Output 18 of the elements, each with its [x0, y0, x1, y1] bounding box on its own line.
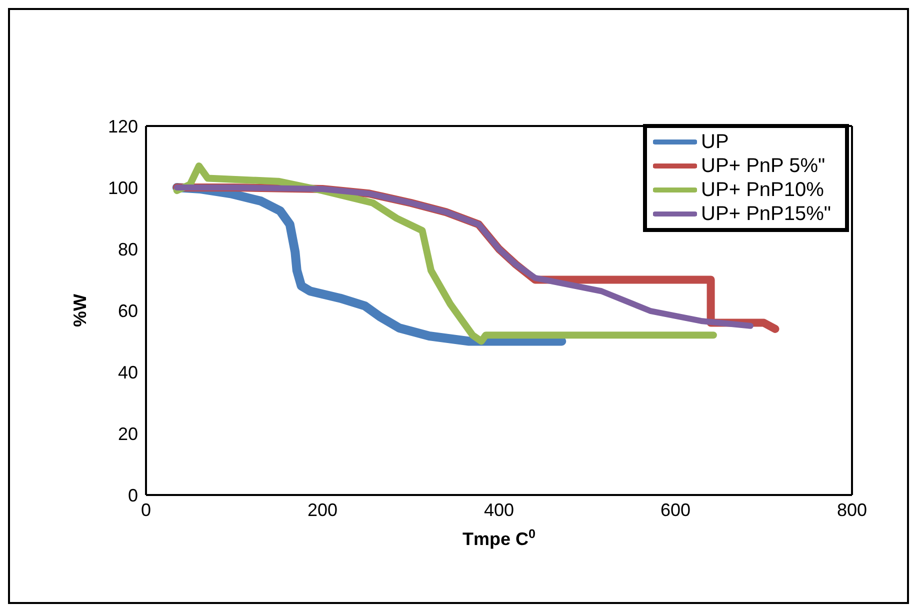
legend-label: UP+ PnP 5%" [701, 154, 826, 178]
x-tick-label: 400 [484, 500, 514, 520]
legend-label: UP+ PnP10% [701, 178, 824, 202]
x-tick-label: 600 [660, 500, 691, 520]
y-axis-title: %W [70, 294, 90, 327]
y-tick-label: 80 [118, 239, 138, 260]
y-tick-label: 120 [108, 116, 138, 136]
legend-label: UP [701, 130, 729, 154]
y-tick-label: 20 [118, 424, 138, 444]
x-axis-title: Tmpe C$^{0}$ [462, 527, 536, 549]
legend-label: UP+ PnP15%" [701, 202, 831, 226]
x-tick-label: 800 [836, 500, 868, 520]
x-tick-label: 0 [140, 500, 152, 520]
x-tick-label: 200 [307, 500, 338, 520]
y-tick-label: 60 [118, 300, 138, 321]
y-tick-label: 40 [118, 362, 138, 382]
y-tick-label: 0 [128, 485, 138, 506]
y-tick-label: 100 [108, 178, 138, 198]
